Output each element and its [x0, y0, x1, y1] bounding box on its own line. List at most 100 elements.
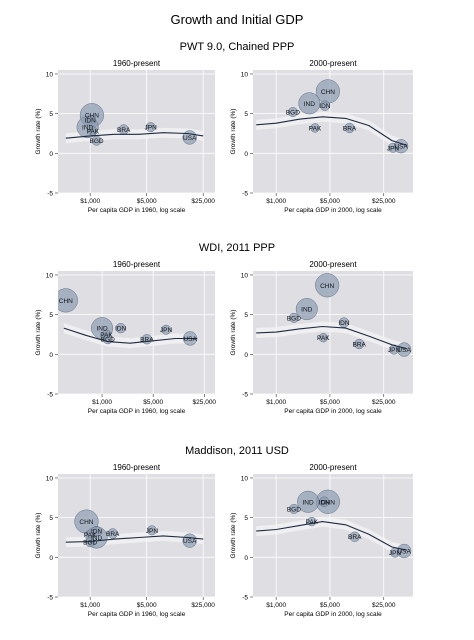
y-tick-label: 10	[241, 272, 249, 279]
point-label-idn: IDN	[338, 320, 350, 327]
bubble-bgd	[287, 107, 298, 118]
point-label-jpn: JPN	[388, 347, 401, 354]
trend-line	[256, 521, 408, 551]
trend-confidence-band	[256, 111, 407, 151]
point-label-pak: PAK	[305, 519, 318, 526]
y-axis-label: Growth rate (%)	[35, 310, 42, 356]
point-label-chn: CHN	[321, 89, 335, 96]
x-tick-label: $25,000	[372, 399, 396, 406]
plot-contents	[65, 103, 204, 146]
point-label-ind: IND	[96, 326, 108, 333]
bubble-usa	[396, 543, 412, 559]
y-tick-label: 10	[46, 475, 54, 482]
point-label-jpn: JPN	[160, 327, 173, 334]
x-tick-label: $1,000	[266, 602, 286, 609]
trend-line	[65, 535, 204, 543]
panel-title: 2000-present	[309, 260, 357, 269]
x-axis-label: Per capita GDP in 1960, log scale	[88, 611, 186, 618]
point-label-idn: IDN	[85, 117, 97, 124]
bubble-idn	[115, 322, 126, 334]
y-tick-label: 0	[244, 352, 248, 359]
bubble-idn	[318, 496, 330, 507]
panel-title: 2000-present	[309, 463, 357, 472]
figure-title: Growth and Initial GDP	[171, 12, 304, 27]
panel-pwt-1960: 1960-present -5 0 5 10 $1,000 $5,000 $25,000 Per…	[35, 59, 215, 214]
y-tick-label: 10	[46, 71, 54, 78]
point-label-bra: BRA	[106, 531, 120, 538]
point-label-bra: BRA	[140, 337, 154, 344]
point-label-pak: PAK	[84, 532, 97, 539]
point-label-ind: IND	[91, 535, 103, 542]
bubble-chn	[315, 273, 340, 298]
section-title-wdi: WDI, 2011 PPP	[199, 242, 275, 254]
panel-pwt-2000: 2000-present -5 0 5 10 $1,000 $5,000 $25,000 Per…	[230, 59, 413, 214]
x-tick-label: $1,000	[266, 198, 286, 205]
point-label-jpn: JPN	[145, 125, 158, 132]
panel-maddison-1960: 1960-present -5 0 5 10 $1,000 $5,000 $25,000 Per…	[35, 463, 215, 618]
point-label-chn: CHN	[59, 298, 73, 305]
y-tick-label: 10	[241, 475, 249, 482]
x-tick-label: $5,000	[137, 602, 157, 609]
trend-confidence-band	[63, 323, 198, 349]
x-tick-label: $5,000	[143, 399, 163, 406]
x-tick-label: $5,000	[320, 198, 340, 205]
bubble-bra	[107, 528, 118, 539]
y-tick-label: -5	[47, 392, 53, 399]
bubble-bra	[344, 122, 355, 134]
plot-contents	[256, 79, 409, 154]
point-label-jpn: JPN	[389, 550, 402, 557]
point-label-idn: IDN	[91, 529, 103, 536]
bubble-ind	[295, 298, 318, 321]
x-tick-label: $1,000	[80, 602, 100, 609]
point-label-chn: CHN	[321, 499, 335, 506]
plot-contents	[256, 273, 412, 357]
point-label-bgd: BGD	[287, 506, 301, 513]
bubble-ind	[297, 490, 320, 513]
point-label-bgd: BGD	[83, 540, 97, 547]
y-tick-label: 0	[244, 151, 248, 158]
panel-title: 1960-present	[113, 260, 161, 269]
panel-maddison-2000: 2000-present -5 0 5 10 $1,000 $5,000 $25,000 Per…	[230, 463, 413, 618]
x-tick-label: $1,000	[266, 399, 286, 406]
y-tick-label: 0	[49, 151, 53, 158]
y-tick-label: 5	[49, 312, 53, 319]
point-label-ind: IND	[301, 307, 313, 314]
y-tick-label: 5	[49, 515, 53, 522]
trend-line	[65, 132, 204, 139]
x-axis-label: Per capita GDP in 2000, log scale	[284, 408, 382, 415]
point-label-usa: USA	[397, 347, 411, 354]
trend-line	[256, 116, 408, 146]
point-label-bra: BRA	[348, 534, 362, 541]
x-tick-label: $1,000	[92, 399, 112, 406]
bubble-jpn	[146, 525, 157, 536]
x-axis-label: Per capita GDP in 2000, log scale	[284, 207, 382, 214]
y-tick-label: -5	[242, 191, 248, 198]
point-label-ind: IND	[304, 101, 316, 108]
point-label-bra: BRA	[343, 125, 357, 132]
point-label-chn: CHN	[85, 113, 99, 120]
x-tick-label: $25,000	[193, 399, 217, 406]
y-axis-label: Growth rate (%)	[35, 513, 42, 559]
point-label-bgd: BGD	[286, 110, 300, 117]
x-tick-label: $1,000	[80, 198, 100, 205]
point-label-usa: USA	[183, 336, 197, 343]
y-axis-label: Growth rate (%)	[230, 310, 237, 356]
y-axis-label: Growth rate (%)	[230, 513, 237, 559]
bubble-usa	[396, 342, 412, 357]
plot-contents	[65, 509, 204, 549]
panel-title: 1960-present	[113, 59, 161, 68]
bubble-jpn	[161, 324, 172, 335]
bubble-bgd	[288, 312, 299, 323]
y-tick-label: -5	[47, 191, 53, 198]
point-label-chn: CHN	[320, 283, 334, 290]
y-tick-label: -5	[47, 595, 53, 602]
x-axis-label: Per capita GDP in 2000, log scale	[284, 611, 382, 618]
bubble-jpn	[145, 122, 156, 133]
point-label-pak: PAK	[309, 125, 322, 132]
y-tick-label: 0	[244, 555, 248, 562]
point-label-idn: IDN	[115, 326, 127, 333]
point-label-usa: USA	[183, 135, 197, 142]
point-label-pak: PAK	[317, 335, 330, 342]
section-title-pwt: PWT 9.0, Chained PPP	[180, 41, 295, 53]
